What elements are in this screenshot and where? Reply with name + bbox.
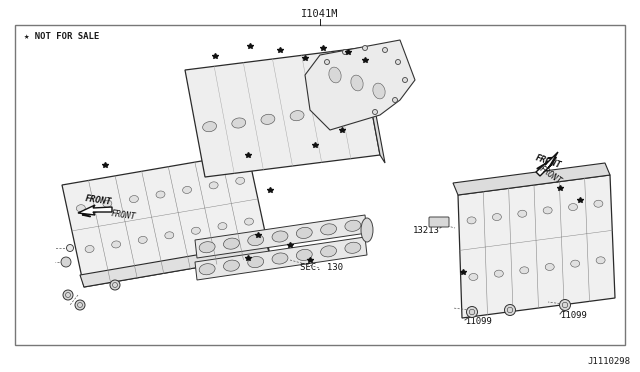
Circle shape	[342, 49, 348, 55]
Ellipse shape	[467, 217, 476, 224]
Ellipse shape	[296, 227, 312, 238]
Circle shape	[372, 109, 378, 115]
Ellipse shape	[182, 186, 191, 193]
Polygon shape	[305, 40, 415, 130]
Polygon shape	[62, 153, 270, 287]
Ellipse shape	[248, 257, 264, 267]
Text: FRONT: FRONT	[84, 194, 112, 206]
Ellipse shape	[85, 246, 94, 253]
Polygon shape	[78, 205, 112, 215]
Ellipse shape	[545, 263, 554, 270]
Text: I1099: I1099	[560, 311, 587, 321]
Ellipse shape	[296, 249, 312, 260]
Ellipse shape	[373, 83, 385, 99]
Ellipse shape	[129, 196, 138, 203]
Ellipse shape	[321, 224, 337, 235]
Ellipse shape	[165, 232, 174, 239]
Ellipse shape	[218, 222, 227, 230]
Ellipse shape	[138, 236, 147, 243]
Ellipse shape	[568, 203, 577, 211]
Ellipse shape	[223, 260, 239, 271]
Text: ★ NOT FOR SALE: ★ NOT FOR SALE	[24, 32, 99, 41]
Ellipse shape	[494, 270, 503, 277]
Ellipse shape	[361, 218, 373, 242]
Ellipse shape	[248, 234, 264, 246]
Ellipse shape	[492, 214, 501, 221]
Circle shape	[504, 305, 515, 315]
Text: I1041M: I1041M	[301, 9, 339, 19]
Text: J1110298: J1110298	[587, 357, 630, 366]
Bar	[15, 25, 625, 345]
Text: FRONT: FRONT	[534, 154, 562, 170]
Ellipse shape	[76, 205, 85, 212]
Polygon shape	[185, 48, 380, 177]
Circle shape	[110, 280, 120, 290]
Ellipse shape	[329, 67, 341, 83]
Ellipse shape	[518, 210, 527, 217]
Ellipse shape	[596, 257, 605, 264]
Circle shape	[559, 299, 570, 311]
Text: FRONT: FRONT	[110, 209, 136, 221]
Circle shape	[362, 45, 367, 51]
Circle shape	[467, 307, 477, 317]
Ellipse shape	[203, 122, 216, 132]
Ellipse shape	[571, 260, 580, 267]
Circle shape	[61, 257, 71, 267]
Circle shape	[396, 60, 401, 64]
Ellipse shape	[199, 242, 215, 253]
Ellipse shape	[520, 267, 529, 274]
Ellipse shape	[345, 242, 361, 253]
Ellipse shape	[244, 218, 253, 225]
Ellipse shape	[232, 118, 246, 128]
Polygon shape	[453, 163, 610, 195]
Ellipse shape	[348, 103, 362, 113]
Circle shape	[392, 97, 397, 103]
Ellipse shape	[469, 273, 478, 280]
Ellipse shape	[191, 227, 200, 234]
Circle shape	[63, 290, 73, 300]
Ellipse shape	[209, 182, 218, 189]
Circle shape	[75, 300, 85, 310]
Polygon shape	[80, 243, 270, 287]
Circle shape	[403, 77, 408, 83]
Text: FRONT: FRONT	[537, 164, 563, 186]
Polygon shape	[195, 215, 367, 258]
Ellipse shape	[272, 253, 288, 264]
Ellipse shape	[261, 114, 275, 124]
Ellipse shape	[199, 264, 215, 275]
Ellipse shape	[290, 110, 304, 121]
Ellipse shape	[321, 246, 337, 257]
Polygon shape	[458, 175, 615, 318]
Ellipse shape	[319, 107, 333, 117]
Ellipse shape	[345, 220, 361, 231]
FancyBboxPatch shape	[429, 217, 449, 227]
Ellipse shape	[156, 191, 165, 198]
Circle shape	[383, 48, 387, 52]
Polygon shape	[536, 152, 558, 176]
Ellipse shape	[543, 207, 552, 214]
Text: I1099: I1099	[465, 317, 492, 327]
Circle shape	[67, 244, 74, 251]
Text: 13213: 13213	[413, 225, 440, 234]
Polygon shape	[195, 237, 367, 280]
Text: SEC. 130: SEC. 130	[301, 263, 344, 273]
Polygon shape	[360, 48, 385, 163]
Ellipse shape	[111, 241, 120, 248]
Ellipse shape	[351, 75, 363, 91]
Ellipse shape	[103, 200, 112, 207]
Ellipse shape	[272, 231, 288, 242]
Ellipse shape	[594, 200, 603, 207]
Circle shape	[324, 60, 330, 64]
Ellipse shape	[236, 177, 244, 184]
Ellipse shape	[223, 238, 239, 249]
